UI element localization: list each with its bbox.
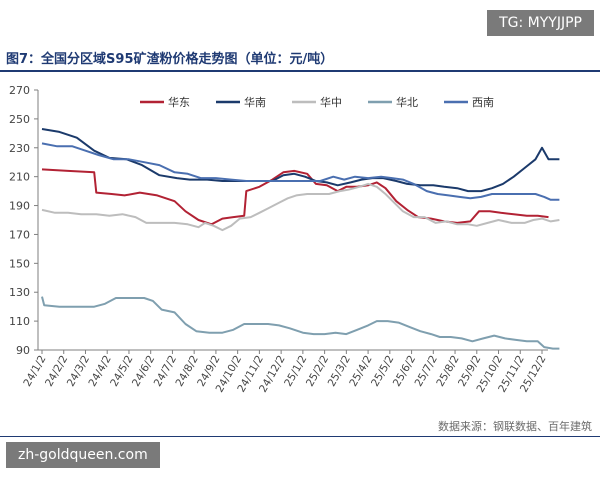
y-tick-label: 230	[9, 142, 30, 155]
title-divider	[0, 70, 600, 72]
y-tick-label: 170	[9, 228, 30, 241]
y-tick-label: 90	[16, 344, 30, 357]
figure-title: 图7：全国分区域S95矿渣粉价格走势图（单位：元/吨）	[6, 52, 334, 67]
y-tick-label: 130	[9, 286, 30, 299]
legend-label: 华北	[396, 95, 418, 109]
x-axis: 24/1/224/2/224/3/224/4/224/5/224/6/224/7…	[21, 349, 549, 395]
legend: 华东 华南 华中 华北 西南	[140, 95, 494, 109]
legend-label: 华南	[244, 95, 266, 109]
y-tick-label: 150	[9, 257, 30, 270]
y-tick-label: 190	[9, 200, 30, 213]
legend-label: 华东	[168, 95, 190, 109]
series-lines	[41, 128, 560, 350]
y-tick-label: 110	[9, 315, 30, 328]
top-bar: TG: MYYJJPP	[0, 0, 600, 44]
series-line-西南	[41, 142, 560, 201]
price-trend-chart: 90 110 130 150 170 190 210 230 250 270 24/1/224/2…	[9, 84, 560, 395]
watermark-badge-bottom: zh-goldqueen.com	[6, 442, 160, 468]
series-line-华南	[41, 128, 560, 193]
legend-label: 西南	[472, 96, 494, 109]
y-tick-label: 270	[9, 84, 30, 97]
watermark-badge-top: TG: MYYJJPP	[487, 10, 594, 36]
data-source-note: 数据来源：钢联数据、百年建筑	[438, 420, 592, 433]
legend-label: 华中	[320, 95, 342, 109]
y-tick-label: 210	[9, 171, 30, 184]
y-axis: 90 110 130 150 170 190 210 230 250 270	[9, 84, 39, 357]
series-line-华东	[41, 168, 549, 226]
series-line-华中	[41, 182, 560, 232]
series-line-华北	[41, 296, 560, 350]
bottom-divider	[0, 436, 600, 437]
y-tick-label: 250	[9, 113, 30, 126]
